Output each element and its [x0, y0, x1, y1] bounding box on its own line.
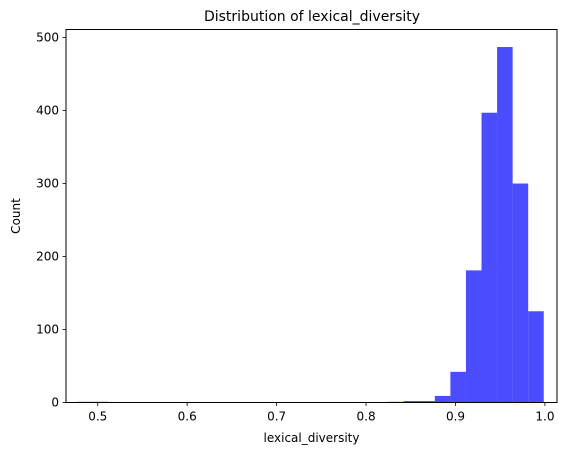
y-tick-label: 300	[36, 177, 59, 191]
histogram-bar	[481, 112, 498, 403]
histogram-bar	[450, 371, 466, 403]
x-axis-ticks: 0.5 0.6 0.7 0.8 0.9 1.0	[88, 402, 554, 424]
y-axis-label: Count	[9, 198, 23, 234]
histogram-bar	[497, 47, 513, 403]
bars-group	[76, 47, 544, 403]
y-tick-label: 200	[36, 250, 59, 264]
histogram-bar	[419, 401, 435, 403]
histogram-bar	[528, 311, 544, 403]
histogram-bar	[512, 183, 529, 403]
x-tick-label: 0.9	[446, 410, 465, 424]
x-tick-label: 0.7	[267, 410, 286, 424]
y-tick-label: 0	[51, 396, 59, 410]
x-axis-label: lexical_diversity	[264, 431, 360, 445]
y-tick-label: 400	[36, 104, 59, 118]
histogram-bar	[465, 270, 482, 403]
chart-title: Distribution of lexical_diversity	[204, 9, 420, 25]
x-tick-label: 0.5	[88, 410, 107, 424]
plot-frame	[65, 29, 558, 403]
x-tick-label: 0.6	[178, 410, 197, 424]
histogram-bar	[403, 401, 420, 403]
y-axis-ticks: 0 100 200 300 400 500	[36, 31, 66, 410]
histogram-bar	[434, 395, 451, 403]
y-tick-label: 100	[36, 323, 59, 337]
x-tick-label: 0.8	[357, 410, 376, 424]
x-tick-label: 1.0	[535, 410, 554, 424]
y-tick-label: 500	[36, 31, 59, 45]
